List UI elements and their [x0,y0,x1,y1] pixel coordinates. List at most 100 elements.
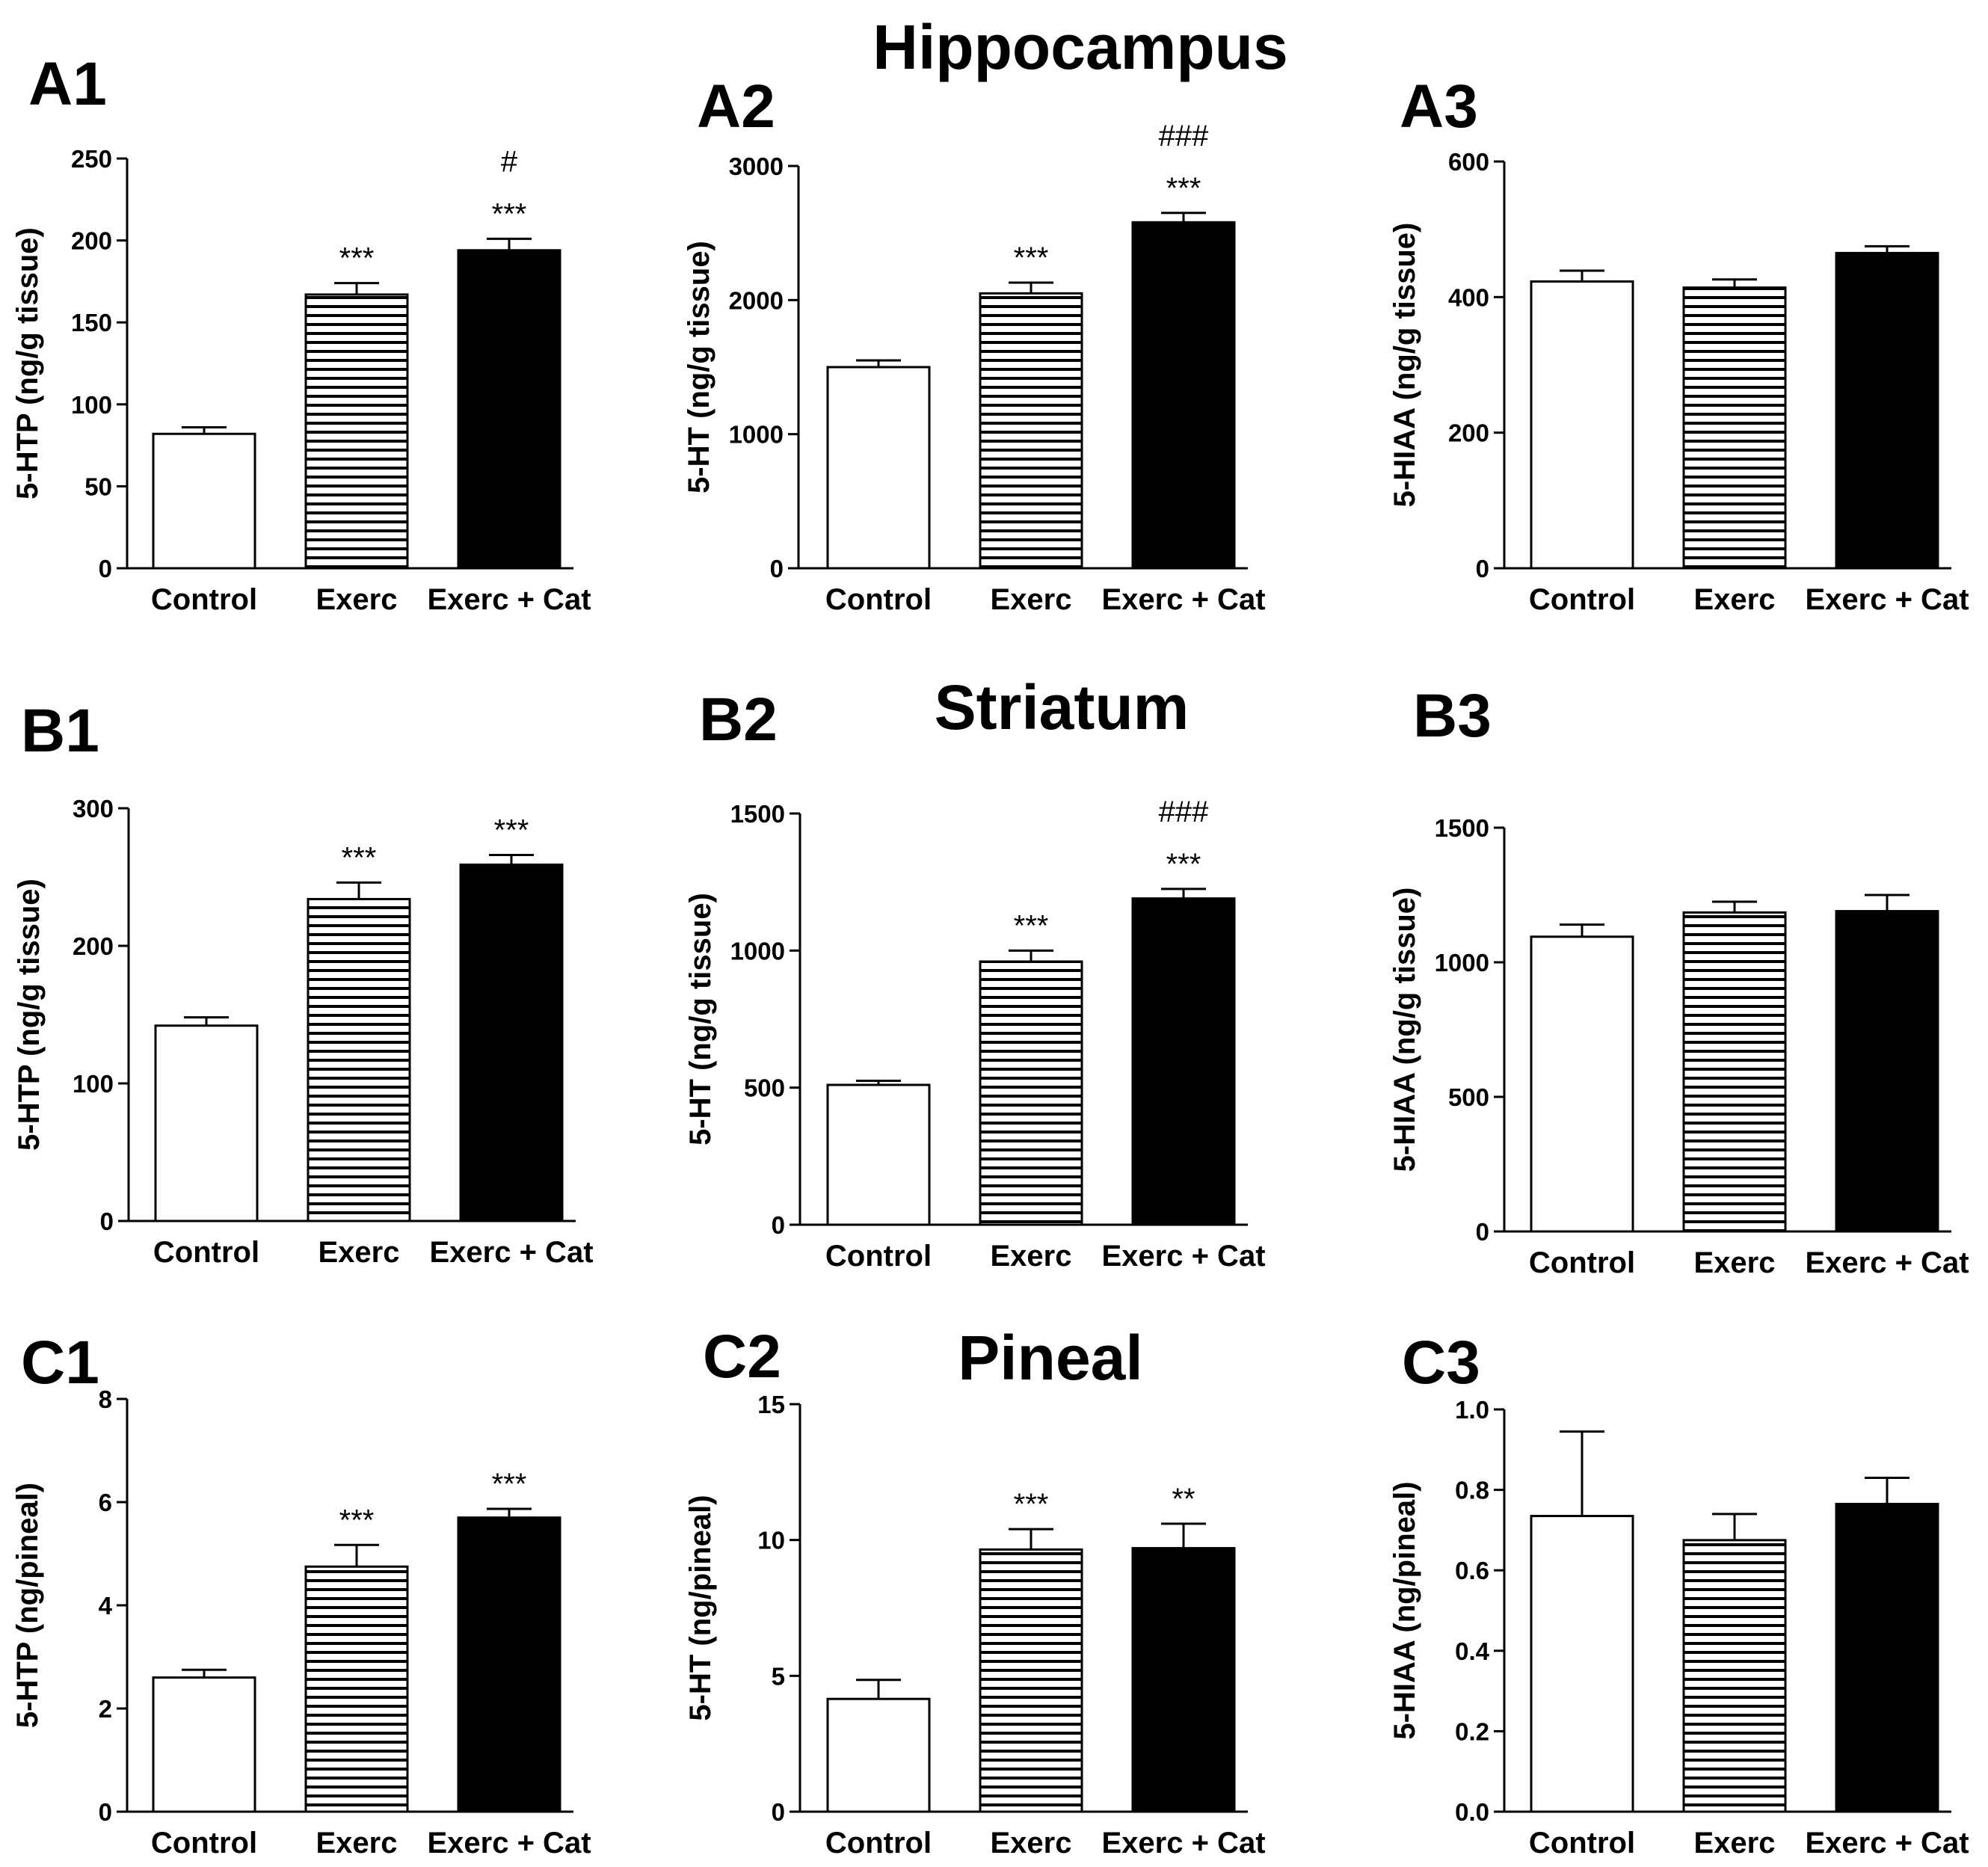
significance-mark: *** [1166,172,1201,205]
y-axis-title: 5-HT (ng/g tissue) [684,893,717,1145]
bar-exerc-cat [1131,221,1236,570]
y-tick-label: 100 [73,1070,114,1098]
panel-a2: A2 0 1000 2000 3000 5-HT (ng/g tissue) Control… [683,73,1266,616]
category-label-control: Control [151,1827,257,1860]
significance-mark: ### [1159,796,1209,828]
panel-c2: C2 0 5 10 15 5-HT (ng/pineal) Control Exerc *** E… [684,1323,1266,1860]
y-tick-label: 500 [744,1074,785,1102]
bar-exerc [307,897,411,1222]
region-title-striatum: Striatum [935,672,1190,742]
bar-exerc-cat [459,863,564,1222]
y-tick-label: 100 [71,391,112,419]
y-tick-label: 0 [99,555,112,582]
y-tick-label: 0 [772,1211,785,1239]
bar-control [1530,935,1634,1233]
y-tick-label: 0 [1476,1218,1489,1246]
panel-label: B3 [1413,682,1492,750]
region-title-hippocampus: Hippocampus [873,12,1287,82]
y-tick-label: 300 [73,795,114,822]
panel-c1: C1 0 2 4 6 8 5-HTP (ng/pineal) Control Exerc *** E… [11,1329,591,1860]
bar-control [826,1083,931,1226]
y-tick-label: 0 [770,555,784,582]
y-axis-title: 5-HIAA (ng/g tissue) [1388,888,1421,1172]
y-tick-label: 1000 [729,421,784,449]
bar-control [826,366,931,570]
y-tick-label: 3000 [729,153,784,180]
y-tick-label: 1500 [1435,814,1489,842]
y-tick-label: 10 [757,1527,785,1554]
y-axis-title: 5-HIAA (ng/g tissue) [1388,223,1421,508]
y-tick-label: 8 [99,1385,112,1413]
significance-mark: *** [342,841,377,874]
y-tick-label: 250 [71,145,112,173]
region-title-pineal: Pineal [958,1323,1142,1393]
y-tick-label: 0.8 [1455,1477,1489,1504]
y-tick-label: 6 [99,1489,112,1516]
y-tick-label: 0 [100,1208,114,1235]
bar-exerc [979,292,1083,570]
category-label-control: Control [153,1236,259,1269]
y-tick-label: 15 [757,1391,785,1418]
bar-exerc-cat [1835,251,1939,570]
y-tick-label: 150 [71,309,112,336]
category-label-exerc-cat: Exerc + Cat [427,583,591,616]
y-tick-label: 0 [1476,555,1489,582]
y-axis-title: 5-HTP (ng/pineal) [11,1483,44,1728]
bar-exerc-cat [1835,910,1939,1233]
y-tick-label: 5 [772,1662,785,1690]
bar-exerc [304,293,409,570]
bar-exerc [979,960,1083,1226]
significance-mark: *** [339,1504,375,1537]
y-tick-label: 0.4 [1455,1637,1490,1665]
y-tick-label: 2000 [729,286,784,314]
category-label-exerc-cat: Exerc + Cat [429,1236,593,1269]
bar-control [152,432,256,570]
category-label-exerc: Exerc [1694,1827,1776,1860]
significance-mark: *** [492,1468,527,1501]
category-label-exerc: Exerc [1694,583,1776,616]
category-label-exerc: Exerc [1694,1246,1776,1279]
category-label-control: Control [825,1240,932,1273]
category-label-exerc: Exerc [991,1240,1072,1273]
y-tick-label: 1000 [1435,949,1489,976]
bar-exerc [1682,286,1787,570]
category-label-exerc: Exerc [316,1827,398,1860]
bar-control [1530,280,1634,570]
panel-b2: B2 0 500 1000 1500 5-HT (ng/g tissue) Control E… [684,686,1266,1273]
category-label-exerc-cat: Exerc + Cat [1101,583,1265,616]
significance-mark: ### [1159,120,1209,153]
significance-mark: *** [1014,242,1049,274]
y-tick-label: 1.0 [1455,1396,1489,1424]
y-tick-label: 200 [1448,419,1489,447]
category-label-exerc-cat: Exerc + Cat [1805,583,1969,616]
significance-mark: *** [1014,909,1049,942]
category-label-control: Control [825,583,932,616]
category-label-control: Control [1529,1827,1635,1860]
category-label-exerc: Exerc [318,1236,400,1269]
significance-mark: *** [492,197,527,230]
y-tick-label: 400 [1448,283,1489,311]
significance-mark: *** [1014,1488,1049,1521]
bar-control [826,1697,931,1813]
y-tick-label: 600 [1448,148,1489,176]
bar-exerc-cat [1131,1547,1236,1813]
bar-exerc-cat [457,1516,561,1813]
y-axis-title: 5-HTP (ng/g tissue) [11,227,44,499]
category-label-exerc-cat: Exerc + Cat [1805,1827,1969,1860]
category-label-exerc-cat: Exerc + Cat [1101,1240,1265,1273]
panel-a3: A3 0 200 400 600 5-HIAA (ng/g tissue) Control E… [1388,73,1969,616]
y-axis-title: 5-HTP (ng/g tissue) [13,879,46,1151]
significance-mark: *** [339,242,375,275]
y-tick-label: 200 [73,932,114,960]
panel-label: B2 [699,686,778,754]
y-axis-title: 5-HIAA (ng/pineal) [1388,1481,1421,1739]
y-tick-label: 500 [1448,1083,1489,1111]
bar-exerc [1682,1539,1787,1813]
bar-exerc [304,1565,409,1813]
panel-label: A2 [697,73,775,141]
y-tick-label: 50 [84,473,112,500]
category-label-control: Control [1529,583,1635,616]
significance-mark: ** [1172,1483,1195,1516]
category-label-exerc: Exerc [991,583,1072,616]
